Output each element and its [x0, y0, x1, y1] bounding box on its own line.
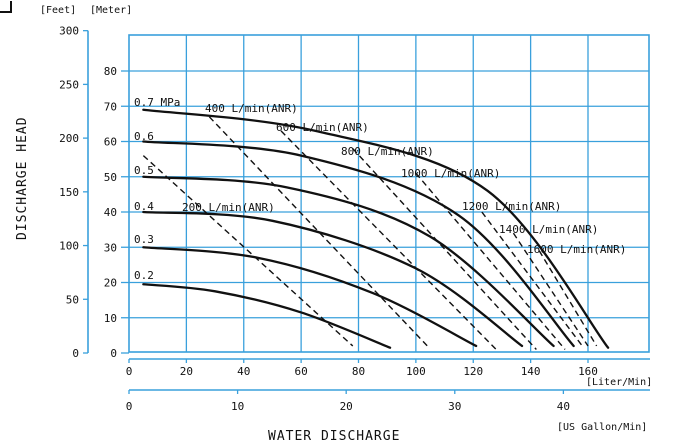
air-consumption-line: [538, 250, 598, 347]
meter-tick-label: 70: [104, 100, 117, 113]
x-unit-liter: [Liter/Min]: [586, 377, 652, 388]
air-consumption-label: 800 L/min(ANR): [341, 145, 434, 158]
air-consumption-label: 1200 L/min(ANR): [462, 200, 561, 213]
air-consumption-label: 1600 L/min(ANR): [527, 243, 626, 256]
liter-tick-label: 40: [237, 365, 250, 378]
air-consumption-line: [142, 155, 354, 347]
gallon-tick-label: 10: [231, 400, 244, 413]
feet-tick-label: 300: [59, 25, 79, 38]
pressure-curve-line: [142, 210, 524, 348]
feet-tick-label: 150: [59, 186, 79, 199]
air-consumption-line: [481, 211, 583, 347]
liter-tick-label: 160: [578, 365, 598, 378]
liter-tick-label: 100: [406, 365, 426, 378]
y-axis-meter: 0 10 20 30 40 50 60 70 80: [104, 65, 129, 360]
air-consumption-label: 1000 L/min(ANR): [401, 167, 500, 180]
gallon-tick-label: 20: [340, 400, 353, 413]
gallon-tick-label: 40: [557, 400, 570, 413]
plot-grid: [128, 34, 650, 353]
air-consumption-label: 400 L/min(ANR): [205, 102, 298, 115]
feet-tick-label: 250: [59, 78, 79, 91]
liter-tick-label: 120: [463, 365, 483, 378]
meter-tick-label: 50: [104, 171, 117, 184]
y-axis-feet: 0 50 100 150 200 250 300: [59, 25, 89, 360]
pressure-curve-label: 0.7 MPa: [134, 96, 180, 109]
feet-tick-label: 200: [59, 132, 79, 145]
liter-tick-label: 20: [180, 365, 193, 378]
pressure-curve-label: 0.3: [134, 233, 154, 246]
meter-unit-label: [Meter]: [90, 5, 132, 16]
feet-unit-label: [Feet]: [40, 5, 76, 16]
plot-frame: [128, 34, 650, 353]
meter-tick-label: 30: [104, 241, 117, 254]
pressure-curve-line: [142, 140, 575, 348]
pressure-curve-line: [142, 283, 392, 349]
pressure-curve-label: 0.2: [134, 269, 154, 282]
air-consumption-label: 600 L/min(ANR): [276, 121, 369, 134]
gallon-tick-label: 0: [126, 400, 133, 413]
air-consumption-label: 1400 L/min(ANR): [499, 223, 598, 236]
curve-labels: 0.7 MPa 0.6 0.5 0.4 0.3 0.2 200 L/min(ANR) 400 …: [134, 96, 626, 282]
x-axis-title: WATER DISCHARGE: [268, 429, 400, 443]
meter-tick-label: 80: [104, 65, 117, 78]
pressure-curves: [142, 108, 610, 349]
air-consumption-label: 200 L/min(ANR): [182, 201, 275, 214]
meter-tick-label: 10: [104, 312, 117, 325]
pressure-curve-line: [142, 246, 478, 348]
air-consumption-line: [280, 130, 497, 350]
liter-tick-label: 140: [521, 365, 541, 378]
pressure-curve-label: 0.5: [134, 164, 154, 177]
y-axis-title: DISCHARGE HEAD: [15, 116, 30, 240]
pressure-curve-label: 0.6: [134, 130, 154, 143]
meter-tick-label: 60: [104, 136, 117, 149]
x-unit-gallon: [US Gallon/Min]: [557, 422, 647, 433]
air-consumption-line: [415, 172, 566, 350]
liter-tick-label: 0: [126, 365, 133, 378]
air-consumption-curves: [142, 116, 598, 350]
meter-tick-label: 0: [110, 347, 117, 360]
liter-tick-label: 80: [352, 365, 365, 378]
meter-tick-label: 40: [104, 206, 117, 219]
feet-tick-label: 0: [72, 347, 79, 360]
air-consumption-line: [208, 116, 428, 347]
liter-tick-label: 60: [295, 365, 308, 378]
meter-tick-label: 20: [104, 277, 117, 290]
pressure-curve-line: [142, 108, 610, 349]
air-consumption-line: [512, 232, 589, 347]
feet-tick-label: 50: [66, 293, 79, 306]
pressure-curve-label: 0.4: [134, 200, 154, 213]
pressure-curve-line: [142, 175, 555, 348]
air-consumption-line: [352, 148, 537, 350]
feet-tick-label: 100: [59, 240, 79, 253]
corner-mark: [0, 1, 12, 13]
x-axes: 0 20 40 60 80 100 120 140 160 0 10 20 30 40: [126, 358, 650, 413]
gallon-tick-label: 30: [448, 400, 461, 413]
